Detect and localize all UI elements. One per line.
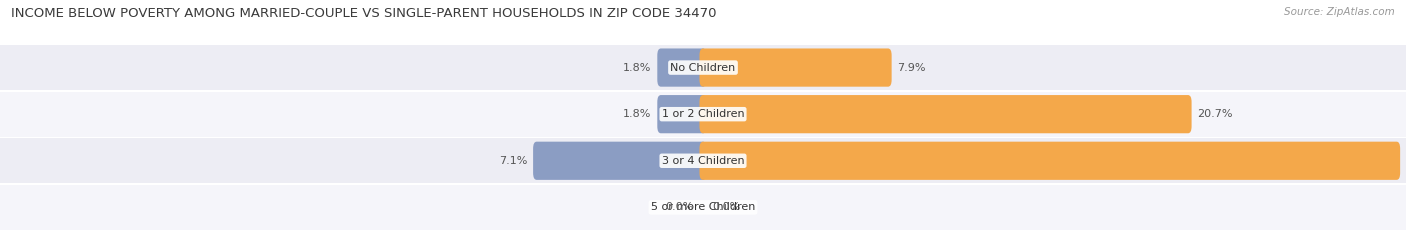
- Bar: [0, 45, 1406, 90]
- Text: 1.8%: 1.8%: [623, 63, 651, 72]
- Bar: [0, 185, 1406, 230]
- Text: 20.7%: 20.7%: [1198, 109, 1233, 119]
- Text: 7.1%: 7.1%: [499, 156, 527, 166]
- FancyBboxPatch shape: [700, 142, 1400, 180]
- Text: 5 or more Children: 5 or more Children: [651, 202, 755, 212]
- Text: 0.0%: 0.0%: [713, 202, 741, 212]
- FancyBboxPatch shape: [657, 48, 707, 87]
- Bar: [0, 138, 1406, 183]
- FancyBboxPatch shape: [700, 48, 891, 87]
- Text: 1.8%: 1.8%: [623, 109, 651, 119]
- Text: 3 or 4 Children: 3 or 4 Children: [662, 156, 744, 166]
- Text: Source: ZipAtlas.com: Source: ZipAtlas.com: [1284, 7, 1395, 17]
- FancyBboxPatch shape: [533, 142, 707, 180]
- Text: No Children: No Children: [671, 63, 735, 72]
- Text: 1 or 2 Children: 1 or 2 Children: [662, 109, 744, 119]
- FancyBboxPatch shape: [700, 95, 1192, 133]
- FancyBboxPatch shape: [657, 95, 707, 133]
- Text: 7.9%: 7.9%: [897, 63, 927, 72]
- Text: 0.0%: 0.0%: [665, 202, 693, 212]
- Text: INCOME BELOW POVERTY AMONG MARRIED-COUPLE VS SINGLE-PARENT HOUSEHOLDS IN ZIP COD: INCOME BELOW POVERTY AMONG MARRIED-COUPL…: [11, 7, 717, 20]
- Bar: [0, 92, 1406, 137]
